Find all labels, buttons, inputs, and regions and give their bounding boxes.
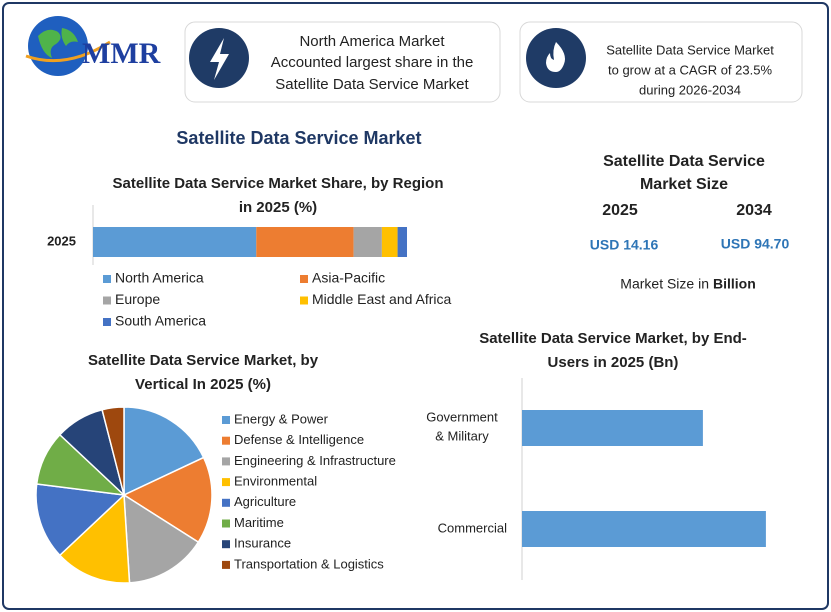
logo-swoosh <box>25 40 111 63</box>
market-size-unit: Billion <box>713 276 756 292</box>
market-size-note: Market Size in <box>620 276 709 292</box>
legend-swatch <box>222 519 230 528</box>
legend-label: Transportation & Logistics <box>234 556 384 571</box>
chart-title: Vertical In 2025 (%) <box>135 376 271 393</box>
legend-label: Agriculture <box>234 494 296 509</box>
chart-title: Satellite Data Service Market, by <box>88 352 319 369</box>
chart-title: in 2025 (%) <box>239 199 317 216</box>
legend-label: Defense & Intelligence <box>234 432 364 447</box>
chart-title: Satellite Data Service Market, by End- <box>479 330 747 347</box>
pie-slice <box>35 483 126 557</box>
globe <box>28 16 88 76</box>
pie-slice <box>101 406 125 496</box>
bar-segment <box>381 227 398 257</box>
bar-segment <box>353 227 382 257</box>
bar <box>522 511 766 547</box>
year-label: 2025 <box>602 202 638 219</box>
pie-slice <box>122 456 213 544</box>
logo-text: MMR <box>82 37 161 70</box>
legend-label: Environmental <box>234 474 317 489</box>
legend-swatch <box>222 457 230 466</box>
legend-swatch <box>222 498 230 507</box>
pie-slice <box>123 406 205 497</box>
highlight-text: North America Market <box>299 33 445 50</box>
market-size-title: Satellite Data Service <box>603 153 765 170</box>
legend-label: Engineering & Infrastructure <box>234 453 396 468</box>
highlight-box <box>519 21 803 103</box>
legend-label: North America <box>115 270 204 286</box>
globe-land <box>38 28 78 58</box>
y-tick-label: 2025 <box>47 233 76 248</box>
legend-label: Energy & Power <box>234 411 329 426</box>
market-value: USD 94.70 <box>721 236 790 252</box>
chart-title: Users in 2025 (Bn) <box>548 354 679 371</box>
bar <box>522 410 703 446</box>
legend-label: Middle East and Africa <box>312 291 452 307</box>
highlight-text: to grow at a CAGR of 23.5% <box>608 62 772 77</box>
bar-segment <box>397 227 407 257</box>
logo: MMR <box>25 16 161 76</box>
legend-label: Insurance <box>234 536 291 551</box>
legend-swatch <box>103 275 111 283</box>
y-tick-label: Government & Military <box>426 410 498 444</box>
legend-label: Europe <box>115 291 160 307</box>
highlight-text: Satellite Data Service Market <box>606 42 774 57</box>
highlight-text: Accounted largest share in the <box>271 54 474 71</box>
legend-swatch <box>222 416 230 424</box>
legend-swatch <box>103 296 111 305</box>
market-size-title: Market Size <box>640 176 728 193</box>
legend-label: South America <box>115 313 206 329</box>
legend-swatch <box>300 275 308 283</box>
main-title: Satellite Data Service Market <box>176 128 421 148</box>
legend-swatch <box>222 560 230 569</box>
legend-label: Asia-Pacific <box>312 270 385 286</box>
legend-swatch <box>222 436 230 445</box>
lightning-icon <box>210 38 229 80</box>
highlight-text: during 2026-2034 <box>639 82 741 97</box>
pie-slice <box>58 493 131 584</box>
highlight-box <box>184 21 501 103</box>
flame-icon <box>546 42 565 72</box>
legend-label: Maritime <box>234 515 284 530</box>
legend-swatch <box>103 318 111 326</box>
pie-slice <box>123 493 200 584</box>
bar-segment <box>256 227 354 257</box>
market-value: USD 14.16 <box>590 237 659 253</box>
highlight-text: Satellite Data Service Market <box>275 76 469 93</box>
legend-swatch <box>222 540 230 549</box>
year-label: 2034 <box>736 202 772 219</box>
legend-swatch <box>300 296 308 305</box>
chart-title: Satellite Data Service Market Share, by … <box>113 175 444 192</box>
y-tick-label: Commercial <box>438 520 507 535</box>
bar-segment <box>93 227 257 257</box>
legend-swatch <box>222 478 230 487</box>
